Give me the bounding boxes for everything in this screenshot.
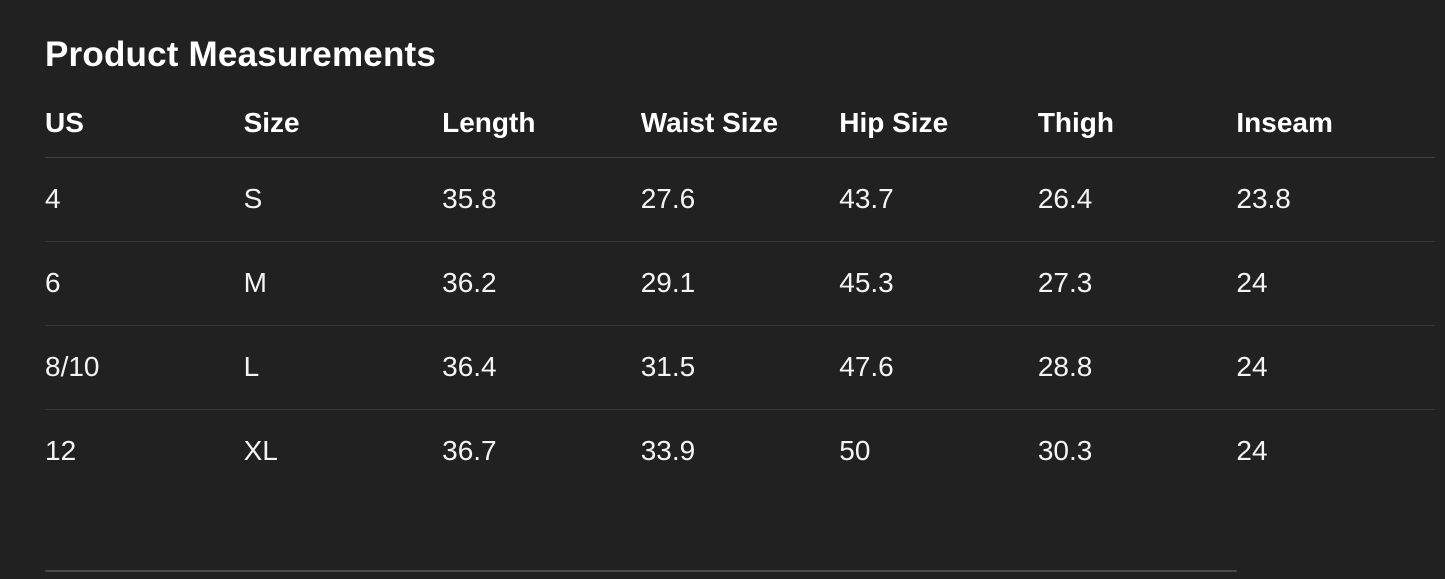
table-row: 8/10 L 36.4 31.5 47.6 28.8 24 — [45, 325, 1435, 410]
section-divider — [45, 569, 1237, 572]
table-cell: 4 — [45, 157, 244, 242]
page-title: Product Measurements — [45, 35, 437, 74]
table-cell: 6 — [45, 241, 244, 326]
table-cell: 35.8 — [442, 157, 641, 242]
table-cell: 31.5 — [640, 325, 840, 410]
table-cell: S — [243, 157, 443, 242]
table-cell: 29.1 — [640, 241, 840, 326]
measurements-table: US Size Length Waist Size Hip Size Thigh… — [45, 106, 1435, 493]
table-cell: 27.6 — [640, 157, 840, 242]
table-cell: 36.4 — [442, 325, 641, 410]
column-header-hip-size: Hip Size — [839, 106, 1038, 158]
table-cell: 24 — [1236, 241, 1435, 326]
column-header-size: Size — [243, 106, 443, 158]
table-cell: L — [243, 325, 443, 410]
table-cell: XL — [243, 435, 278, 467]
table-cell: 27.3 — [1037, 241, 1237, 326]
table-cell: 47.6 — [839, 325, 1038, 410]
table-row: 12 XL 36.7 33.9 50 30.3 24 — [45, 409, 1435, 493]
table-cell: 8/10 — [45, 325, 244, 410]
table-row: 4 S 35.8 27.6 43.7 26.4 23.8 — [45, 157, 1435, 242]
column-header-inseam: Inseam — [1236, 106, 1435, 158]
table-cell: 50 — [839, 435, 871, 467]
column-header-length: Length — [442, 106, 641, 158]
table-cell: 24 — [1236, 325, 1435, 410]
table-cell: 23.8 — [1236, 157, 1435, 242]
table-cell: 36.2 — [442, 241, 641, 326]
table-cell: 30.3 — [1037, 435, 1093, 467]
table-cell: 36.7 — [442, 435, 497, 467]
table-cell: 33.9 — [640, 435, 696, 467]
column-header-us: US — [45, 106, 244, 158]
column-header-thigh: Thigh — [1037, 106, 1237, 158]
table-cell: 26.4 — [1037, 157, 1237, 242]
table-cell: M — [243, 241, 443, 326]
column-header-waist-size: Waist Size — [640, 106, 840, 158]
table-header-row: US Size Length Waist Size Hip Size Thigh… — [45, 106, 1435, 158]
table-cell: 28.8 — [1037, 325, 1237, 410]
table-row: 6 M 36.2 29.1 45.3 27.3 24 — [45, 241, 1435, 326]
table-cell: 12 — [45, 435, 77, 467]
table-cell: 45.3 — [839, 241, 1038, 326]
table-cell: 24 — [1236, 435, 1268, 467]
table-cell: 43.7 — [839, 157, 1038, 242]
